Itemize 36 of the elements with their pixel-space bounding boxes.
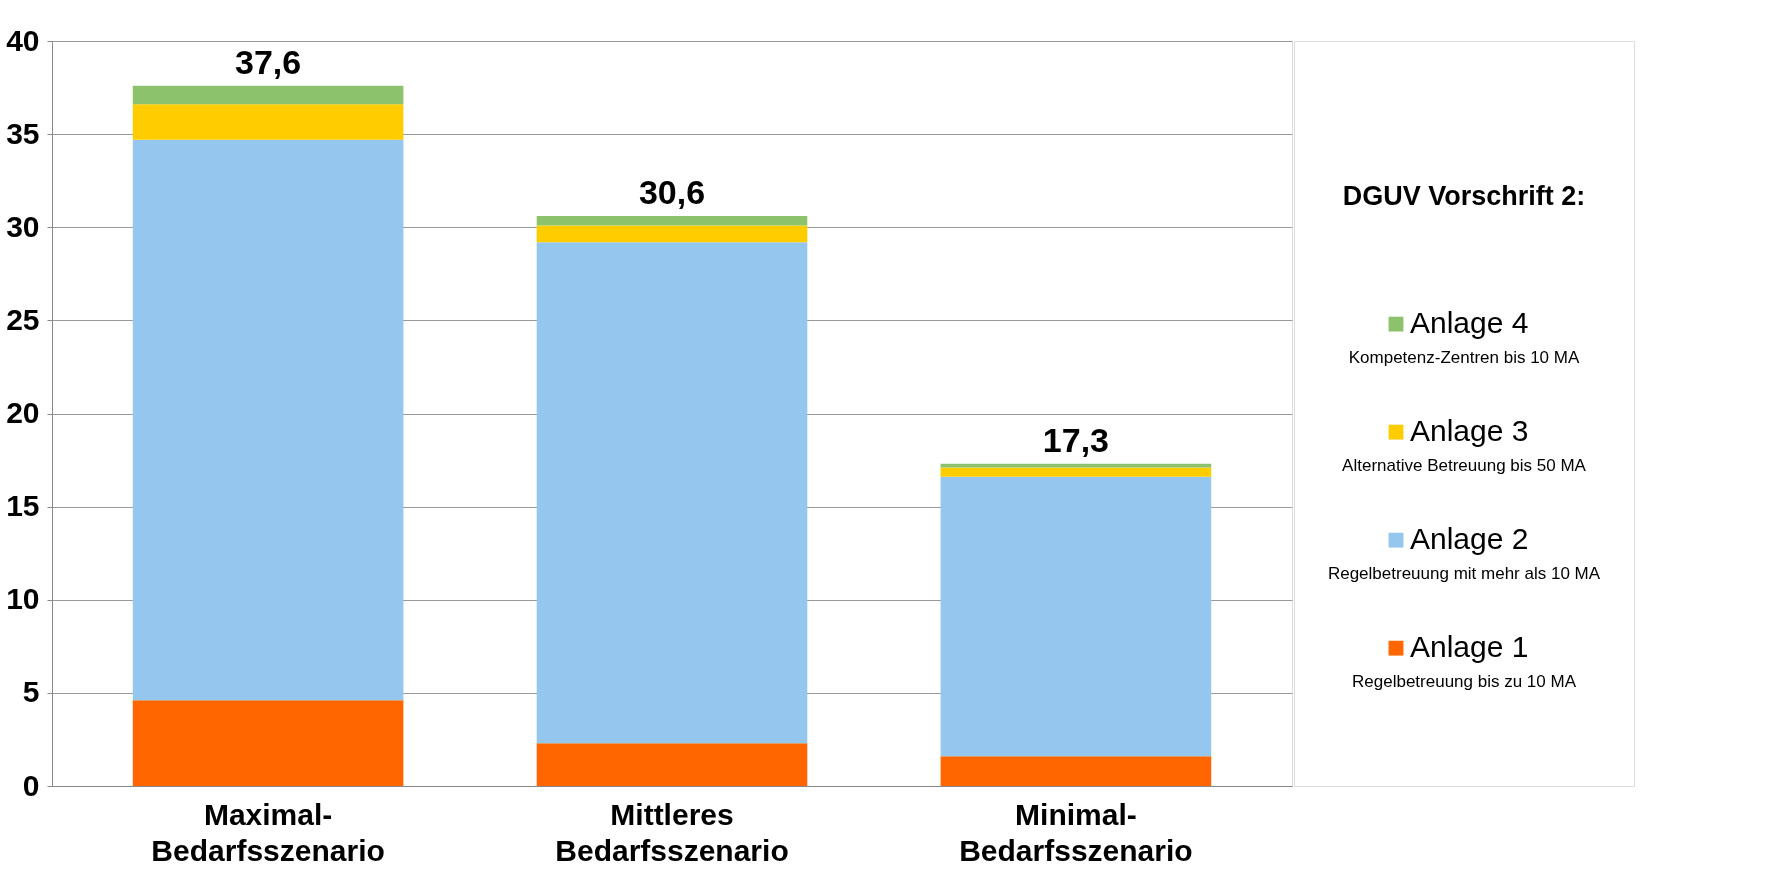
y-tick-label: 0	[22, 768, 40, 802]
y-tick-label: 25	[6, 302, 40, 336]
legend-label: Anlage 3	[1410, 414, 1529, 448]
x-tick-label: Minimal-Bedarfsszenario	[959, 797, 1193, 867]
y-tick-label: 35	[6, 116, 40, 150]
bar	[940, 467, 1212, 477]
bar	[132, 85, 404, 105]
y-tick-label: 15	[6, 489, 40, 523]
y-tick-label: 20	[6, 396, 40, 429]
legend-label: Anlage 1	[1410, 630, 1529, 664]
y-tick-label: 5	[22, 675, 40, 709]
legend-label: Anlage 4	[1410, 306, 1529, 340]
bar	[536, 242, 808, 744]
bar	[132, 700, 404, 786]
y-tick-label: 30	[6, 209, 40, 243]
text: Regelbetreuung bis zu 10 MA	[1352, 671, 1577, 691]
text: Alternative Betreuung bis 50 MA	[1342, 455, 1587, 475]
text: Kompetenz-Zentren bis 10 MA	[1348, 347, 1580, 367]
total-label: 17,3	[1042, 420, 1109, 459]
text: Regelbetreuung mit mehr als 10 MA	[1327, 563, 1601, 583]
bar	[536, 216, 808, 226]
bar	[940, 476, 1212, 757]
legend-label: Anlage 2	[1410, 522, 1529, 556]
bar	[536, 225, 808, 243]
legend-title: DGUV Vorschrift 2:	[1342, 181, 1586, 212]
bar	[132, 139, 404, 701]
x-tick-label: Mittleres Bedarfsszenario	[555, 797, 789, 867]
total-label: 30,6	[638, 173, 706, 212]
total-label: 37,6	[235, 42, 302, 81]
bar	[132, 104, 404, 140]
bar	[536, 743, 808, 786]
y-tick-label: 10	[6, 582, 40, 616]
bar	[940, 756, 1212, 786]
x-tick-label: Maximal-Bedarfsszenario	[151, 797, 385, 867]
y-tick-label: 40	[6, 23, 40, 57]
bar	[940, 463, 1212, 468]
